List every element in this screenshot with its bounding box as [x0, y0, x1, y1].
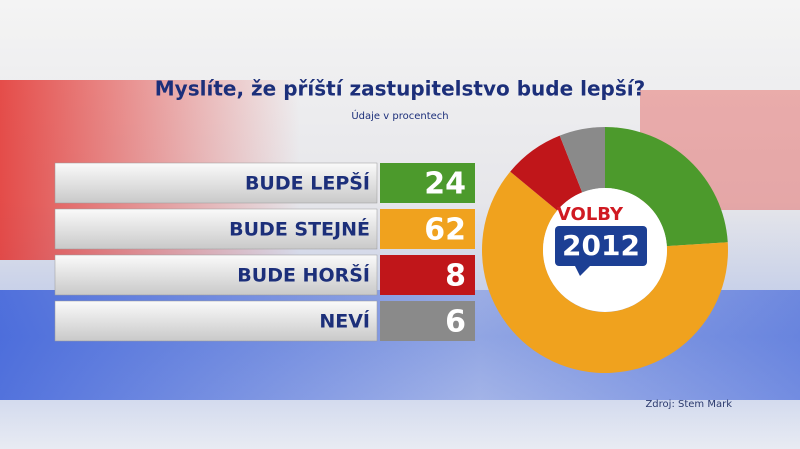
category-label: BUDE LEPŠÍ [245, 171, 370, 195]
chart-title: Myslíte, že příští zastupitelstvo bude l… [155, 77, 645, 101]
logo-bottom: 2012 [562, 229, 640, 262]
category-label: NEVÍ [319, 310, 370, 333]
subtitle: Údaje v procentech [351, 109, 448, 122]
pie-slice [510, 135, 583, 211]
row-panel [54, 162, 378, 204]
donut [481, 127, 728, 374]
logo-box [555, 226, 647, 266]
logo-pointer [575, 266, 590, 276]
value-box [380, 255, 475, 295]
source: Zdroj: Stem Mark [645, 399, 732, 410]
rows: BUDE LEPŠÍ 24 BUDE STEJNÉ 62 BUDE HORŠÍ 8 NEVÍ… [54, 162, 475, 342]
row-panel [54, 254, 378, 296]
category-label: BUDE STEJNÉ [229, 218, 370, 241]
value-label: 6 [445, 305, 466, 340]
value-box [380, 301, 475, 341]
row-panel [54, 300, 378, 342]
pie-slice [559, 127, 605, 193]
value-box [380, 209, 475, 249]
row-panel [54, 208, 378, 250]
pie-slice [481, 171, 728, 374]
value-label: 8 [445, 259, 466, 294]
pie-slice [605, 127, 728, 247]
category-label: BUDE HORŠÍ [237, 263, 370, 287]
value-box [380, 163, 475, 203]
value-label: 62 [424, 213, 466, 248]
value-label: 24 [424, 167, 466, 202]
logo-top: VOLBY [557, 204, 624, 225]
